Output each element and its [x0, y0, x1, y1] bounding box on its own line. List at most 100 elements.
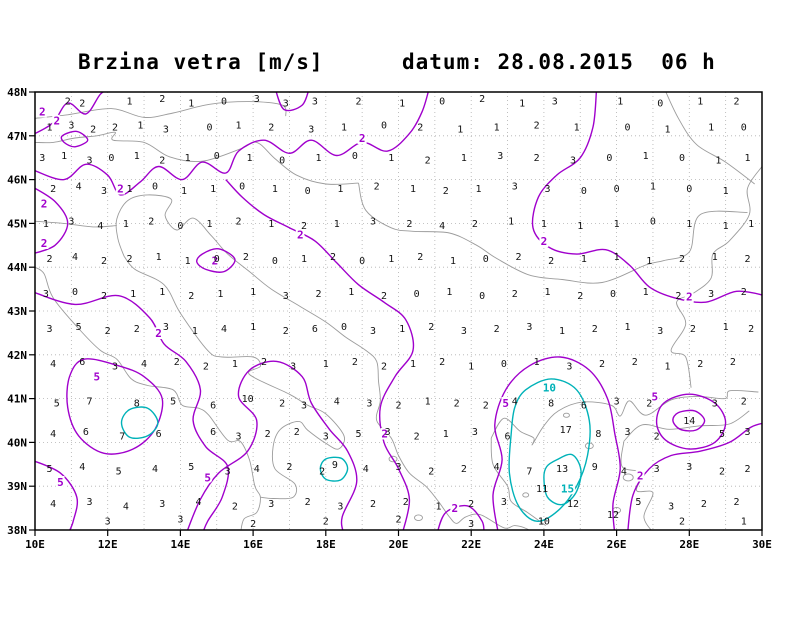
station-value: 8 — [548, 398, 554, 409]
contour-line — [437, 504, 485, 530]
station-value: 1 — [697, 96, 703, 107]
station-value: 2 — [443, 186, 449, 197]
station-value: 2 — [265, 429, 271, 440]
station-value: 3 — [366, 398, 372, 409]
contour-label: 2 — [117, 182, 124, 195]
station-value: 0 — [239, 182, 245, 193]
station-value: 1 — [181, 186, 187, 197]
station-value: 2 — [286, 462, 292, 473]
station-value: 2 — [250, 519, 256, 530]
station-value: 2 — [417, 123, 423, 134]
station-value: 1 — [457, 125, 463, 136]
station-value: 2 — [748, 324, 754, 335]
y-axis-tick-label: 48N — [7, 86, 27, 99]
station-value: 1 — [574, 123, 580, 134]
station-value: 1 — [577, 221, 583, 232]
station-value: 3 — [497, 151, 503, 162]
station-value: 1 — [126, 96, 132, 107]
station-value: 2 — [548, 256, 554, 267]
station-value: 2 — [105, 326, 111, 337]
station-value: 1 — [723, 221, 729, 232]
station-value: 1 — [185, 256, 191, 267]
station-value: 6 — [156, 429, 162, 440]
station-value: 0 — [679, 153, 685, 164]
coastline — [115, 194, 530, 530]
station-value: 2 — [381, 291, 387, 302]
station-value: 1 — [708, 123, 714, 134]
island-outline — [388, 455, 398, 463]
station-value: 5 — [54, 398, 60, 409]
station-value: 3 — [512, 182, 518, 193]
coastline — [123, 256, 345, 500]
station-value: 2 — [174, 357, 180, 368]
island-outline — [414, 514, 423, 521]
station-value: 2 — [439, 357, 445, 368]
station-value: 0 — [624, 123, 630, 134]
station-value: 2 — [679, 254, 685, 265]
station-value: 1 — [435, 501, 441, 512]
station-value: 1 — [341, 123, 347, 134]
station-value: 1 — [43, 219, 49, 230]
station-value: 1 — [206, 219, 212, 230]
station-value: 2 — [370, 499, 376, 510]
station-value: 0 — [657, 98, 663, 109]
station-value: 2 — [323, 517, 329, 528]
station-value: 3 — [163, 322, 169, 333]
station-value: 2 — [352, 357, 358, 368]
station-value: 1 — [130, 289, 136, 300]
station-value: 3 — [708, 289, 714, 300]
station-value: 1 — [475, 184, 481, 195]
station-value: 2 — [403, 497, 409, 508]
station-value: 3 — [472, 427, 478, 438]
y-axis-tick-label: 38N — [7, 524, 27, 537]
station-value: 17 — [560, 425, 572, 436]
station-value: 2 — [261, 357, 267, 368]
station-value: 5 — [76, 322, 82, 333]
station-value: 3 — [312, 96, 318, 107]
contour-line — [543, 453, 582, 506]
station-value: 3 — [290, 361, 296, 372]
station-value: 1 — [650, 182, 656, 193]
station-value: 2 — [232, 501, 238, 512]
contour-label: 2 — [212, 255, 219, 268]
x-axis-tick-label: 14E — [170, 538, 190, 551]
station-value: 1 — [494, 123, 500, 134]
station-value: 1 — [123, 219, 129, 230]
station-value: 3 — [570, 155, 576, 166]
contour-label: 2 — [686, 291, 693, 304]
station-value: 2 — [148, 217, 154, 228]
station-value: 3 — [177, 515, 183, 526]
station-value: 1 — [126, 184, 132, 195]
station-value: 1 — [450, 256, 456, 267]
station-value: 3 — [712, 398, 718, 409]
station-value: 2 — [425, 155, 431, 166]
station-value: 0 — [606, 153, 612, 164]
contour-line — [531, 92, 762, 304]
station-value: 1 — [334, 219, 340, 230]
contour-label: 2 — [155, 327, 162, 340]
station-value: 1 — [156, 252, 162, 263]
station-value: 2 — [741, 396, 747, 407]
station-value: 1 — [617, 96, 623, 107]
station-value: 5 — [170, 396, 176, 407]
station-value: 4 — [621, 466, 627, 477]
station-value: 13 — [556, 464, 568, 475]
contour-line — [186, 360, 358, 530]
station-value: 2 — [534, 120, 540, 131]
x-axis-tick-label: 10E — [25, 538, 45, 551]
station-value: 2 — [428, 322, 434, 333]
y-axis-tick-label: 39N — [7, 480, 27, 493]
station-value: 0 — [741, 123, 747, 134]
coastline — [620, 441, 654, 530]
station-value: 6 — [505, 431, 511, 442]
station-value: 6 — [581, 401, 587, 412]
station-value: 2 — [65, 96, 71, 107]
station-value: 2 — [472, 219, 478, 230]
x-axis-tick-label: 26E — [607, 538, 627, 551]
station-value: 2 — [577, 291, 583, 302]
station-value: 1 — [664, 125, 670, 136]
contour-line — [655, 393, 727, 450]
contour-label: 2 — [359, 132, 366, 145]
station-value: 1 — [137, 120, 143, 131]
